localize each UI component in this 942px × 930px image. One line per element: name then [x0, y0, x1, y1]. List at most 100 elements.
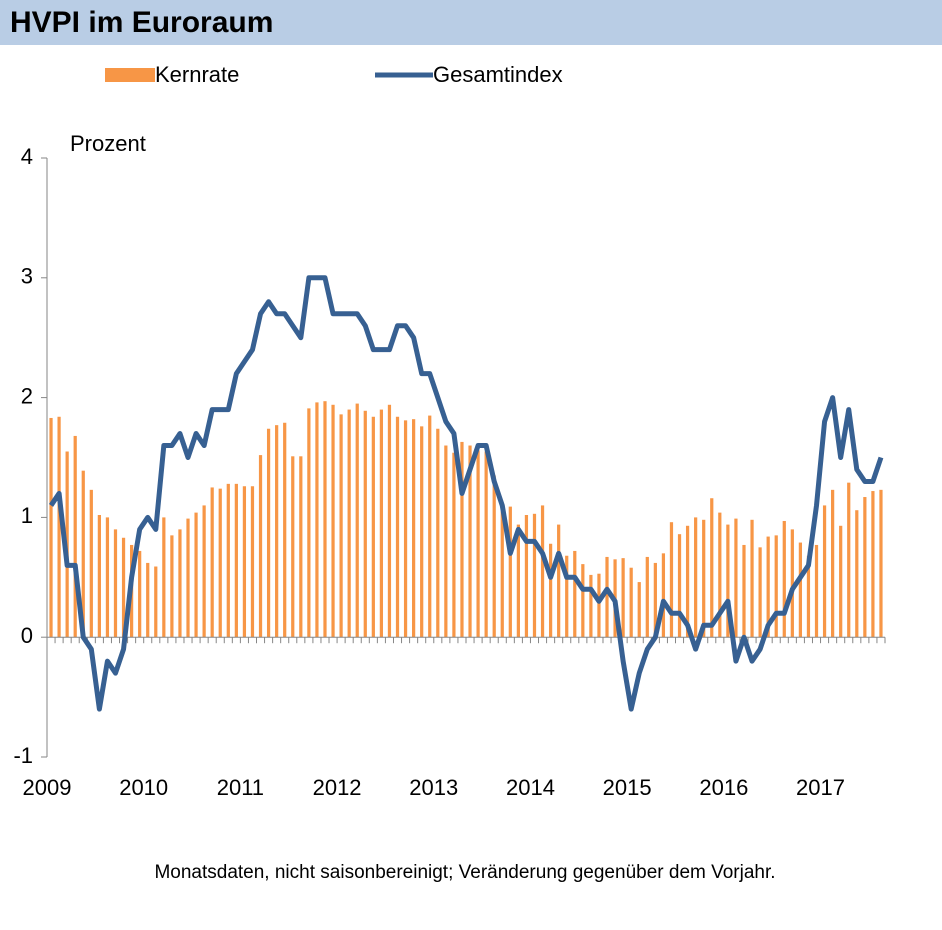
bar: [73, 435, 77, 638]
bar: [831, 489, 835, 638]
bar: [347, 409, 351, 638]
bar: [621, 558, 625, 638]
bar: [855, 510, 859, 638]
y-tick-label: 4: [21, 144, 33, 169]
bar: [726, 524, 730, 638]
bar: [605, 556, 609, 638]
bar: [186, 518, 190, 638]
bar: [581, 564, 585, 638]
bar: [162, 517, 166, 638]
bar: [460, 441, 464, 638]
bar: [694, 517, 698, 638]
bar: [863, 497, 867, 638]
bar: [597, 573, 601, 638]
bar: [331, 404, 335, 638]
bar: [476, 450, 480, 638]
bar: [839, 525, 843, 638]
bar: [685, 525, 690, 638]
footnote: Monatsdaten, nicht saisonbereinigt; Verä…: [154, 862, 775, 883]
bar: [532, 513, 537, 638]
bar: [105, 517, 110, 638]
x-tick-label: 2017: [796, 775, 845, 800]
bar: [814, 544, 819, 638]
bar: [629, 567, 633, 638]
x-tick-label: 2015: [603, 775, 652, 800]
bar: [524, 515, 529, 638]
x-tick-label: 2012: [313, 775, 362, 800]
bar: [710, 498, 714, 638]
bar: [750, 519, 754, 638]
x-tick-label: 2013: [409, 775, 458, 800]
bar: [250, 486, 255, 638]
bar: [653, 562, 657, 638]
bar: [315, 402, 319, 638]
bar: [97, 515, 101, 638]
x-tick-label: 2016: [699, 775, 748, 800]
bar: [379, 409, 384, 638]
bar: [742, 544, 746, 638]
bar: [202, 505, 206, 638]
bar: [154, 566, 158, 638]
y-tick-label: 2: [21, 383, 33, 408]
bar: [395, 416, 400, 638]
bar: [879, 489, 883, 638]
bar: [516, 524, 520, 638]
bar: [718, 512, 722, 638]
bar: [194, 512, 198, 638]
bar: [266, 428, 271, 638]
bar: [806, 555, 811, 638]
bar: [291, 456, 295, 638]
bar: [355, 403, 359, 638]
bar: [307, 408, 311, 638]
bar: [702, 519, 706, 638]
bar: [299, 456, 303, 638]
bar: [548, 543, 553, 638]
bar: [121, 537, 126, 638]
bar: [420, 426, 424, 638]
x-tick-label: 2011: [217, 775, 264, 800]
bar: [508, 506, 512, 638]
bar: [113, 529, 118, 638]
bar: [557, 524, 561, 638]
bar: [847, 482, 851, 638]
y-tick-label: -1: [13, 743, 33, 768]
bar: [589, 574, 593, 638]
header-band: [0, 0, 942, 45]
bar: [484, 451, 488, 638]
bar: [871, 491, 875, 638]
y-axis-label: Prozent: [70, 131, 146, 156]
bar: [170, 535, 174, 638]
bar: [669, 522, 674, 638]
x-tick-label: 2009: [23, 775, 72, 800]
bar: [444, 445, 448, 638]
header-title: HVPI im Euroraum: [10, 6, 273, 39]
bar: [49, 417, 53, 638]
bar: [81, 470, 85, 638]
bar: [258, 455, 263, 638]
bar: [138, 550, 142, 638]
bar: [210, 487, 214, 638]
bar: [637, 582, 641, 638]
x-tick-label: 2010: [119, 775, 168, 800]
bar: [242, 486, 247, 638]
bar: [677, 534, 682, 638]
bar: [146, 562, 150, 638]
y-tick-label: 0: [21, 623, 33, 648]
x-tick-label: 2014: [506, 775, 555, 800]
bar: [734, 518, 738, 638]
bar: [645, 556, 649, 638]
line: [48, 275, 884, 712]
legend-label: Kernrate: [155, 62, 239, 87]
bar: [178, 529, 182, 638]
bar: [436, 428, 440, 638]
bar: [234, 483, 238, 638]
bar: [758, 547, 762, 638]
bar: [339, 414, 343, 638]
bar: [226, 483, 230, 638]
bar: [573, 550, 577, 638]
bar: [412, 419, 416, 638]
bar: [790, 529, 794, 638]
bar: [323, 401, 327, 638]
